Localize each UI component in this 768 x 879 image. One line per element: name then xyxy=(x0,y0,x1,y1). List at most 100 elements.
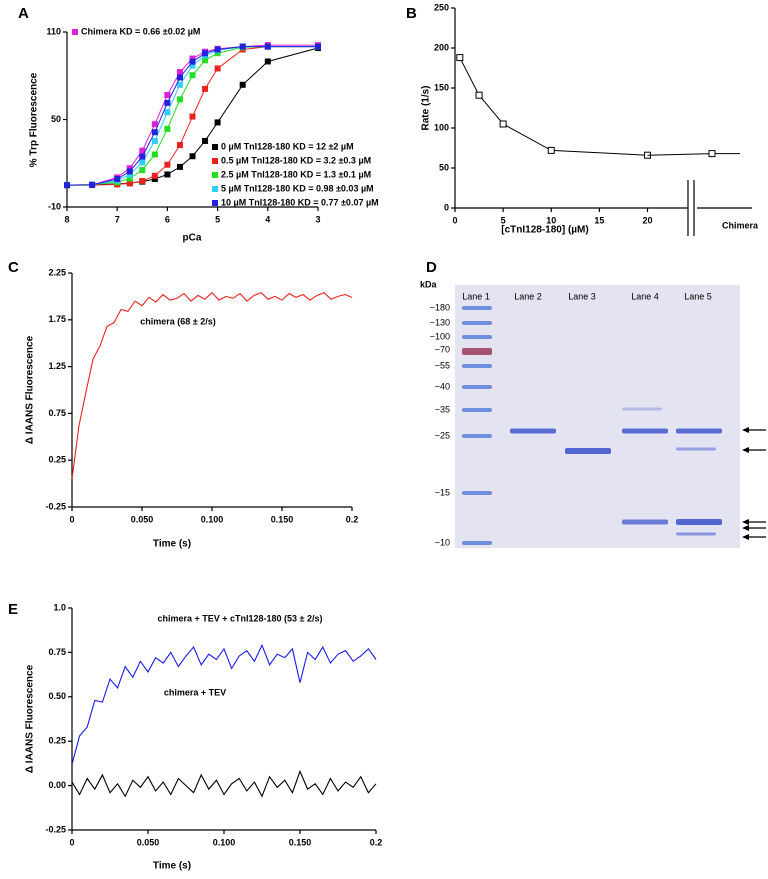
y-tick-label: 0.75 xyxy=(48,408,66,418)
gel-band xyxy=(676,447,716,451)
marker-label: ~35 xyxy=(435,404,450,414)
panel-label: C xyxy=(8,259,19,276)
legend-marker xyxy=(212,172,218,178)
arrow-head xyxy=(742,534,749,540)
data-point xyxy=(189,113,196,120)
y-tick-label: 0 xyxy=(444,202,449,212)
x-tick-label: 8 xyxy=(64,214,69,224)
marker-label: ~130 xyxy=(430,317,450,327)
legend-marker xyxy=(212,186,218,192)
gel-band xyxy=(676,532,716,536)
data-point xyxy=(114,176,121,182)
ladder-band xyxy=(462,364,492,368)
x-tick-label: 0.100 xyxy=(213,837,236,847)
x-tick-label: 0.050 xyxy=(131,514,154,524)
panel-label: D xyxy=(426,259,437,276)
legend-label: chimera + TEV xyxy=(164,687,226,697)
data-point xyxy=(126,171,133,178)
data-point xyxy=(189,72,196,79)
data-point xyxy=(239,81,246,88)
x-axis-title: pCa xyxy=(183,233,202,244)
data-point xyxy=(64,182,70,189)
gel xyxy=(455,285,740,548)
ladder-band xyxy=(462,541,492,545)
data-point xyxy=(176,74,183,81)
legend-marker xyxy=(212,200,218,206)
x-tick-label: 0.100 xyxy=(201,514,224,524)
y-tick-label: 0.00 xyxy=(48,780,66,790)
panel-label: B xyxy=(406,5,417,22)
series-line xyxy=(71,643,377,765)
data-point xyxy=(202,50,209,57)
data-point xyxy=(547,146,555,154)
gel-band xyxy=(676,428,722,434)
y-tick-label: 150 xyxy=(434,82,449,92)
gel-band xyxy=(622,428,668,434)
ladder-band xyxy=(462,321,492,325)
data-point xyxy=(202,57,209,64)
ladder-band xyxy=(462,491,492,495)
x-tick-label: 3 xyxy=(315,214,320,224)
axis-title: kDa xyxy=(420,279,438,289)
data-point xyxy=(202,85,209,92)
legend-label: 0.5 µM TnI128-180 KD = 3.2 ±0.3 µM xyxy=(221,155,371,165)
data-point xyxy=(164,92,171,98)
data-point xyxy=(176,69,183,76)
panel-label: A xyxy=(18,5,29,22)
arrow-head xyxy=(742,525,749,531)
lane-label: Lane 5 xyxy=(684,291,712,301)
y-tick-label: 1.0 xyxy=(53,602,66,612)
data-point xyxy=(164,99,171,106)
data-point xyxy=(708,150,716,158)
data-point xyxy=(176,81,183,88)
x-tick-label: 5 xyxy=(215,214,220,224)
data-point xyxy=(139,167,146,174)
x-axis-title: Time (s) xyxy=(153,861,191,872)
x-tick-label: 0 xyxy=(452,215,457,225)
data-point xyxy=(151,151,158,158)
data-point xyxy=(239,43,246,50)
x-tick-label: 0 xyxy=(69,837,74,847)
data-point xyxy=(151,129,158,136)
marker-label: ~180 xyxy=(430,302,450,312)
x-tick-label: 0.2 xyxy=(346,514,359,524)
legend-label: 5 µM TnI128-180 KD = 0.98 ±0.03 µM xyxy=(221,183,374,193)
data-point xyxy=(164,109,171,116)
x-tick-label: 0 xyxy=(69,514,74,524)
y-tick-label: 110 xyxy=(46,26,61,36)
data-point xyxy=(126,175,133,182)
x-tick-label: 0.050 xyxy=(137,837,160,847)
lane-label: Lane 2 xyxy=(514,291,542,301)
data-point xyxy=(189,153,196,160)
y-axis-title: Δ IAANS Fluorescence xyxy=(25,335,36,444)
y-tick-label: 2.25 xyxy=(48,267,66,277)
x-tick-label: 0.2 xyxy=(370,837,383,847)
ladder-band xyxy=(462,408,492,412)
data-point xyxy=(176,96,183,103)
legend-label: 10 µM TnI128-180 KD = 0.77 ±0.07 µM xyxy=(221,197,379,207)
x-tick-label: 0.150 xyxy=(289,837,312,847)
y-axis-title: Δ IAANS Fluorescence xyxy=(25,664,36,773)
y-tick-label: 1.75 xyxy=(48,314,66,324)
x-tick-label: 5 xyxy=(501,215,506,225)
ladder-band xyxy=(462,385,492,389)
marker-label: ~25 xyxy=(435,430,450,440)
y-axis-title: % Trp Fluorescence xyxy=(29,72,40,167)
series-line xyxy=(459,57,648,156)
data-point xyxy=(126,180,133,187)
x-tick-label: 4 xyxy=(265,214,270,224)
data-point xyxy=(151,176,158,182)
data-point xyxy=(189,55,196,62)
x-tick-label: 20 xyxy=(642,215,652,225)
y-tick-label: 100 xyxy=(434,122,449,132)
data-point xyxy=(189,58,196,65)
y-tick-label: 0.25 xyxy=(48,455,66,465)
arrow-head xyxy=(742,447,749,453)
x-tick-label: 10 xyxy=(546,215,556,225)
y-tick-label: 250 xyxy=(434,2,449,12)
data-point xyxy=(315,43,321,50)
marker-label: ~55 xyxy=(435,360,450,370)
y-tick-label: -0.25 xyxy=(45,501,66,511)
legend-label: 0 µM TnI128-180 KD = 12 ±2 µM xyxy=(221,141,354,151)
ladder-band xyxy=(462,348,492,355)
